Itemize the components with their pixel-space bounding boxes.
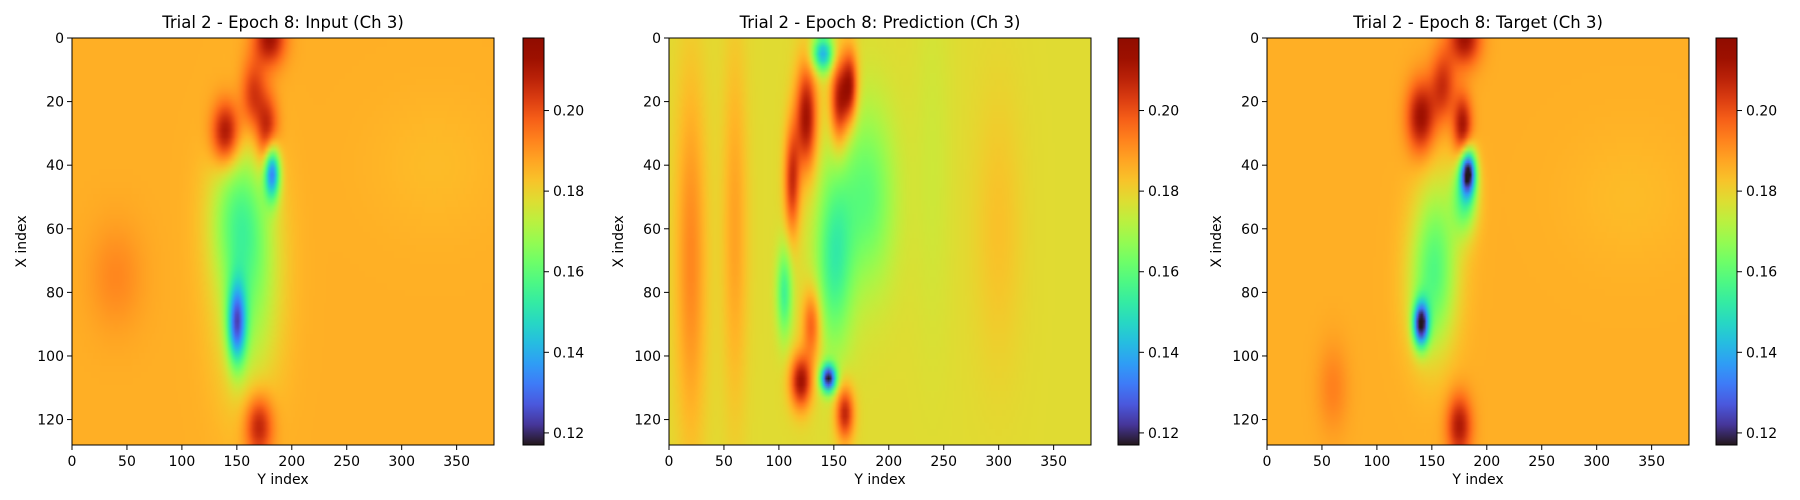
y-axis-label: X index <box>611 215 627 267</box>
colorbar-tick-label: 0.16 <box>1148 265 1179 281</box>
colorbar-tick-label: 0.20 <box>553 104 584 120</box>
colorbar-gradient <box>522 37 545 446</box>
chart-panel-2: 0 50 100 150 200 250 300 350 0 20 40 60 80 100 120 Tria… <box>611 13 1179 488</box>
colorbar-tick-label: 0.12 <box>1746 426 1777 442</box>
y-tick-label: 40 <box>46 158 64 174</box>
x-tick-label: 0 <box>665 454 674 470</box>
x-tick-label: 350 <box>1638 454 1665 470</box>
y-tick-label: 80 <box>1241 285 1259 301</box>
heatmap-image <box>72 38 494 445</box>
colorbar-tick-label: 0.16 <box>1746 265 1777 281</box>
x-tick-label: 50 <box>715 454 733 470</box>
chart-title: Trial 2 - Epoch 8: Prediction (Ch 3) <box>739 13 1021 32</box>
y-tick-label: 120 <box>634 413 661 429</box>
chart-title: Trial 2 - Epoch 8: Input (Ch 3) <box>161 13 404 32</box>
y-axis-label: X index <box>14 215 30 267</box>
x-tick-label: 0 <box>1263 454 1272 470</box>
y-tick-label: 80 <box>643 285 661 301</box>
y-tick-label: 20 <box>1241 95 1259 111</box>
colorbar-gradient <box>1715 37 1738 446</box>
x-tick-label: 150 <box>223 454 250 470</box>
colorbar-tick-label: 0.20 <box>1148 104 1179 120</box>
colorbar-tick-label: 0.20 <box>1746 104 1777 120</box>
y-tick-label: 20 <box>643 95 661 111</box>
x-tick-label: 150 <box>1418 454 1445 470</box>
colorbar-tick-label: 0.14 <box>1148 345 1179 361</box>
y-tick-label: 40 <box>1241 158 1259 174</box>
y-tick-label: 100 <box>1232 349 1259 365</box>
x-tick-label: 250 <box>1528 454 1555 470</box>
x-tick-label: 250 <box>930 454 957 470</box>
y-tick-label: 0 <box>1250 31 1259 47</box>
colorbar-gradient <box>1117 37 1140 446</box>
plot-frame <box>71 37 495 446</box>
colorbar-tick-label: 0.12 <box>553 426 584 442</box>
plot-frame <box>668 37 1092 446</box>
colorbar-tick-label: 0.18 <box>1746 184 1777 200</box>
chart-panel-1: 0 50 100 150 200 250 300 350 0 20 40 60 80 100 120 Tria… <box>14 13 584 488</box>
x-tick-label: 100 <box>766 454 793 470</box>
x-tick-label: 100 <box>1364 454 1391 470</box>
y-tick-label: 60 <box>1241 222 1259 238</box>
colorbar: 0.12 0.14 0.16 0.18 0.20 <box>522 37 584 446</box>
y-tick-label: 60 <box>643 222 661 238</box>
x-tick-label: 150 <box>820 454 847 470</box>
chart-title: Trial 2 - Epoch 8: Target (Ch 3) <box>1352 13 1603 32</box>
x-tick-label: 350 <box>1040 454 1067 470</box>
x-tick-label: 200 <box>1473 454 1500 470</box>
x-tick-label: 0 <box>68 454 77 470</box>
x-axis-label: Y index <box>1451 472 1503 488</box>
x-tick-label: 350 <box>443 454 470 470</box>
colorbar: 0.12 0.14 0.16 0.18 0.20 <box>1117 37 1179 446</box>
x-tick-label: 200 <box>278 454 305 470</box>
x-tick-label: 300 <box>388 454 415 470</box>
x-axis-label: Y index <box>256 472 308 488</box>
y-tick-label: 40 <box>643 158 661 174</box>
y-tick-label: 120 <box>37 413 64 429</box>
colorbar-tick-label: 0.18 <box>553 184 584 200</box>
x-tick-label: 50 <box>1313 454 1331 470</box>
y-tick-label: 0 <box>55 31 64 47</box>
y-tick-label: 100 <box>634 349 661 365</box>
colorbar: 0.12 0.14 0.16 0.18 0.20 <box>1715 37 1777 446</box>
plot-frame <box>1266 37 1690 446</box>
y-tick-label: 80 <box>46 285 64 301</box>
y-tick-label: 100 <box>37 349 64 365</box>
y-axis-label: X index <box>1209 215 1225 267</box>
y-tick-label: 0 <box>652 31 661 47</box>
x-tick-label: 100 <box>169 454 196 470</box>
x-tick-label: 300 <box>1583 454 1610 470</box>
y-tick-label: 20 <box>46 95 64 111</box>
colorbar-tick-label: 0.14 <box>553 345 584 361</box>
x-tick-label: 250 <box>333 454 360 470</box>
chart-panel-3: 0 50 100 150 200 250 300 350 0 20 40 60 80 100 120 Tria… <box>1209 13 1777 488</box>
x-tick-label: 50 <box>118 454 136 470</box>
x-tick-label: 200 <box>875 454 902 470</box>
colorbar-tick-label: 0.14 <box>1746 345 1777 361</box>
colorbar-tick-label: 0.18 <box>1148 184 1179 200</box>
heatmap-image <box>1267 38 1689 445</box>
y-tick-label: 120 <box>1232 413 1259 429</box>
y-tick-label: 60 <box>46 222 64 238</box>
x-axis-label: Y index <box>853 472 905 488</box>
heatmap-image <box>669 38 1091 445</box>
colorbar-tick-label: 0.12 <box>1148 426 1179 442</box>
x-tick-label: 300 <box>985 454 1012 470</box>
colorbar-tick-label: 0.16 <box>553 265 584 281</box>
